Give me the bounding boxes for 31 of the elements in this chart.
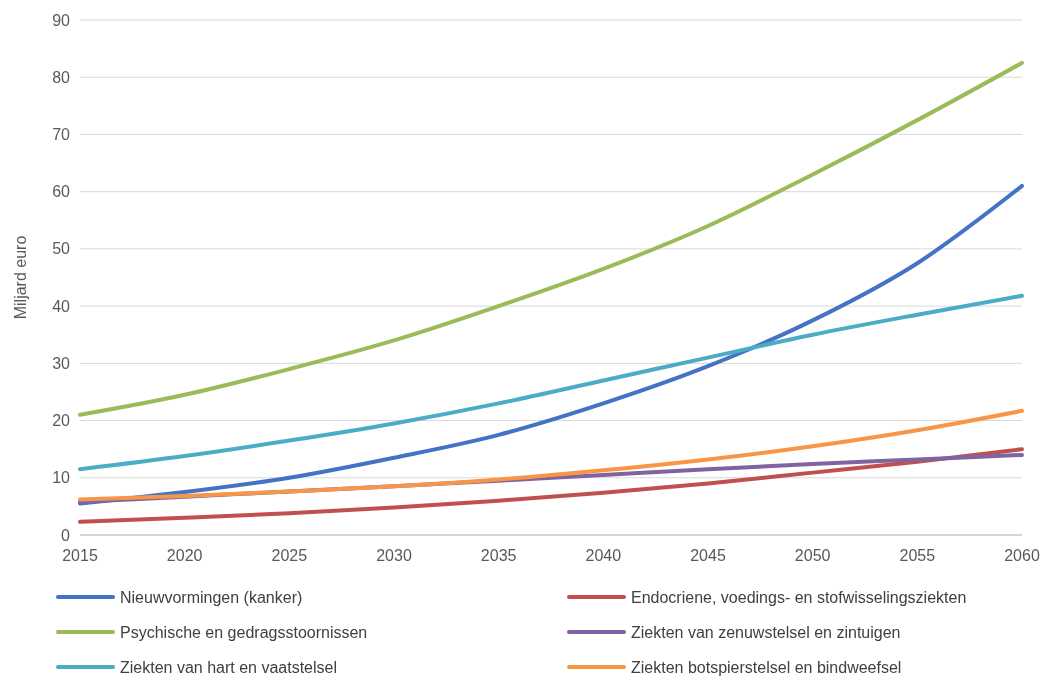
y-tick-label: 90 [52,11,71,29]
legend-label: Ziekten van hart en vaatstelsel [120,658,338,676]
x-tick-label: 2060 [1004,547,1040,564]
line-series [78,293,1024,472]
y-tick-label: 10 [52,469,71,487]
y-tick-label: 80 [52,68,71,86]
x-tick-label: 2035 [480,547,517,564]
x-tick-label: 2030 [376,547,412,564]
y-tick-label: 0 [61,526,71,544]
legend-label: Ziekten botspierstelsel en bindweefsel [631,658,902,676]
legend-label: Psychische en gedragsstoornissen [120,623,368,641]
line-series [78,60,1024,417]
y-tick-label: 40 [52,297,71,315]
x-tick-label: 2015 [62,547,98,564]
y-tick-label: 50 [52,240,71,258]
legend-label: Nieuwvormingen (kanker) [120,588,303,606]
y-tick-label: 60 [52,183,71,201]
x-tick-label: 2055 [899,547,936,564]
legend-label: Endocriene, voedings- en stofwisselingsziekten [631,588,967,606]
x-tick-label: 2050 [794,547,831,564]
y-tick-label: 70 [52,126,71,144]
y-axis-title: Miljard euro [12,235,29,320]
x-tick-label: 2025 [271,547,308,564]
y-tick-label: 20 [52,412,71,430]
x-tick-label: 2020 [166,547,203,564]
y-tick-label: 30 [52,354,71,372]
x-tick-label: 2040 [585,547,622,564]
line-series [78,408,1024,502]
legend-label: Ziekten van zenuwstelsel en zintuigen [631,623,901,641]
line-series [78,447,1024,524]
x-tick-label: 2045 [690,547,726,564]
